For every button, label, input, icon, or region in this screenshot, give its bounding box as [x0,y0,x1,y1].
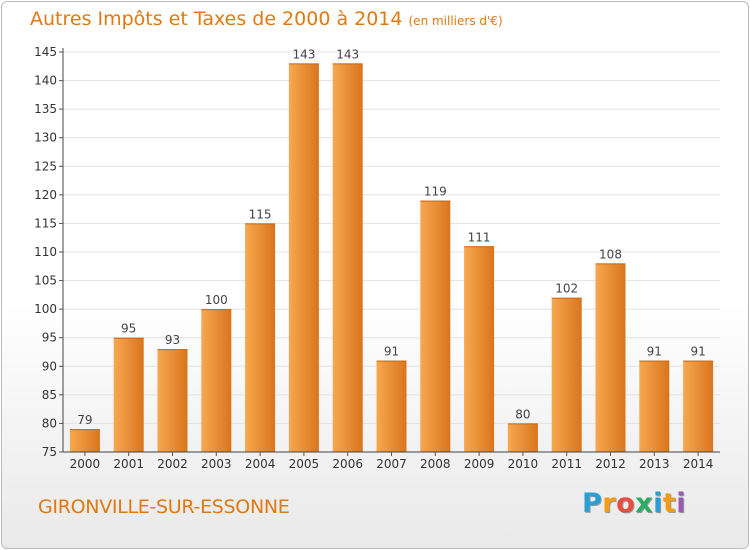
x-axis: 2000 2001 2002 2003 2004 2005 2006 2007 2008 2009… [63,451,720,471]
y-tick-label: 95 [42,331,57,345]
data-label: 91 [690,345,705,359]
x-tick-label: 2010 [508,457,539,471]
x-tick-label: 2005 [289,457,320,471]
y-tick-label: 115 [34,216,57,230]
y-axis: 75 80 85 90 95 100 105 110 115 120 125 130 135 140 145 [34,45,64,459]
data-label: 143 [336,47,359,61]
x-tick-label: 2006 [332,457,363,471]
bar [332,63,363,453]
data-label: 91 [384,345,399,359]
y-tick-label: 110 [34,245,57,259]
bar [201,309,232,452]
bar [595,263,626,452]
chart-title: Autres Impôts et Taxes de 2000 à 2014 (en… [30,8,503,30]
chart-title-text: Autres Impôts et Taxes de 2000 à 2014 [30,8,403,30]
y-tick-label: 105 [34,274,57,288]
logo-letter: r [602,488,617,519]
data-label: 79 [77,413,92,427]
logo-letter: x [635,488,654,519]
data-label: 91 [647,345,662,359]
logo-letter: i [653,488,663,519]
location-name: GIRONVILLE-SUR-ESSONNE [38,496,290,518]
data-label: 108 [599,247,622,261]
data-label: 119 [424,185,447,199]
data-label: 115 [249,207,272,221]
x-tick-label: 2013 [639,457,670,471]
y-tick-label: 80 [42,416,57,430]
bar [507,423,538,452]
x-tick-label: 2004 [245,457,276,471]
data-label: 111 [468,230,491,244]
x-tick-label: 2002 [157,457,188,471]
y-tick-label: 135 [34,102,57,116]
logo-letter: i [676,488,687,519]
y-tick-label: 120 [34,188,57,202]
bars [69,63,714,453]
x-tick-label: 2003 [201,457,232,471]
y-tick-label: 125 [34,159,57,173]
y-tick-label: 140 [34,74,57,88]
bar [683,360,714,452]
data-label: 102 [555,282,578,296]
bar [288,63,319,453]
bar [376,360,407,452]
y-tick-label: 130 [34,131,57,145]
bar [245,223,276,452]
x-tick-label: 2009 [464,457,495,471]
bar [551,297,582,452]
bar [464,246,495,452]
logo-letter: P [582,488,603,519]
bar [157,349,188,452]
y-tick-label: 75 [42,445,57,459]
x-tick-label: 2000 [70,457,101,471]
x-tick-label: 2008 [420,457,451,471]
x-tick-label: 2014 [683,457,714,471]
data-label: 100 [205,293,228,307]
data-label: 80 [515,407,530,421]
y-tick-label: 145 [34,45,57,59]
data-label: 93 [165,333,180,347]
bar [639,360,670,452]
chart-subtitle: (en milliers d'€) [408,14,503,28]
x-tick-label: 2007 [376,457,407,471]
y-tick-label: 100 [34,302,57,316]
proxiti-logo: Proxiti [582,488,686,519]
data-label: 95 [121,322,136,336]
y-tick-label: 90 [42,359,57,373]
logo-letter: o [616,488,636,519]
bar [420,200,451,452]
x-tick-label: 2001 [113,457,144,471]
data-labels: 79 95 93 100 115 143 143 91 119 111 80 102 108 91 91 [77,47,705,427]
bar [69,429,100,452]
bar [113,337,144,452]
data-label: 143 [292,47,315,61]
y-tick-label: 85 [42,388,57,402]
x-tick-label: 2012 [595,457,626,471]
x-tick-label: 2011 [551,457,582,471]
logo-letter: t [662,488,677,519]
